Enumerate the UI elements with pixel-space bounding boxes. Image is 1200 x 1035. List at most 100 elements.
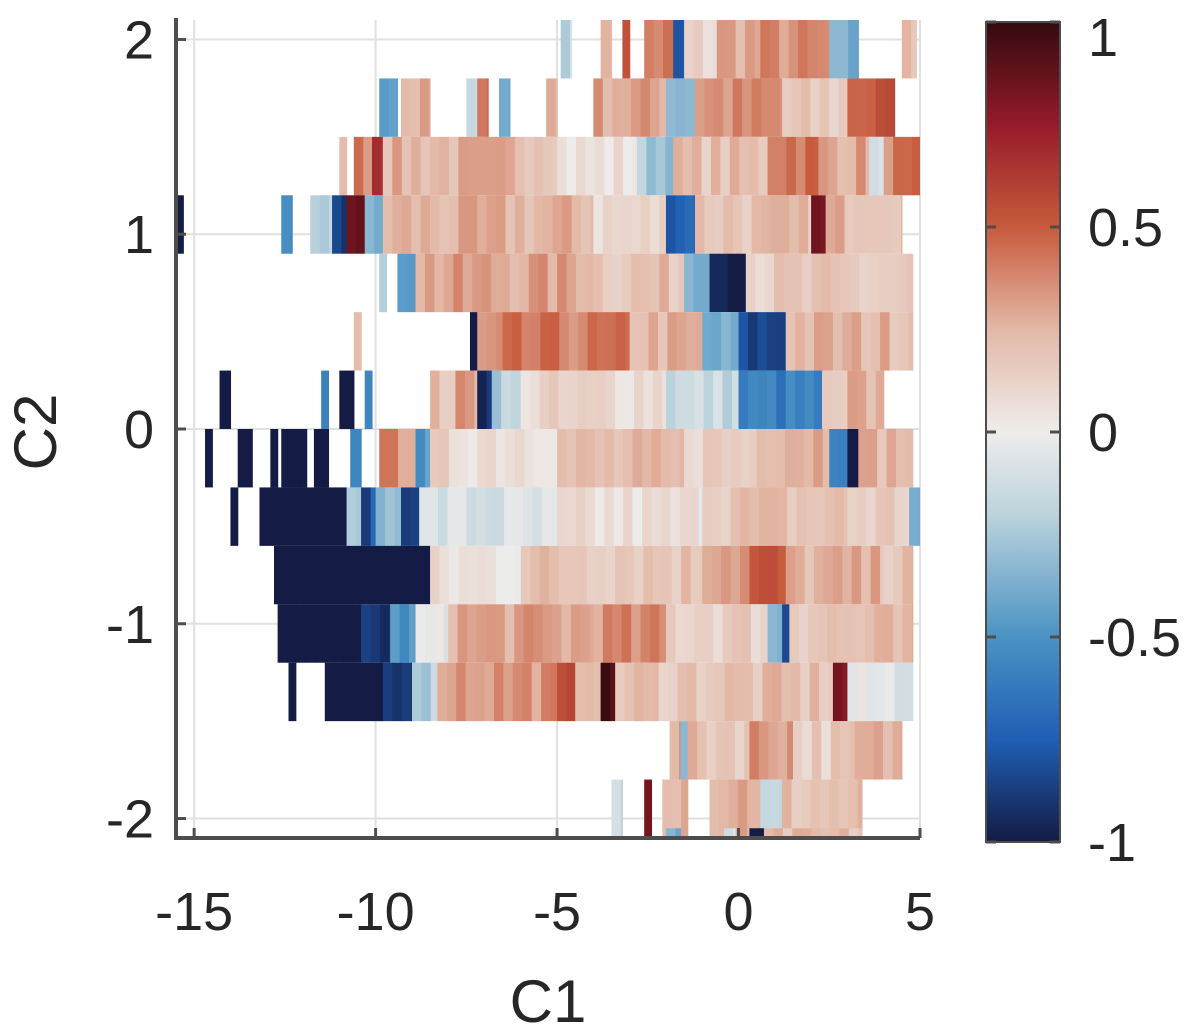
heatmap-cell (808, 604, 819, 663)
heatmap-cell (310, 195, 321, 254)
heatmap-cell (789, 604, 800, 663)
heatmap-cell (756, 429, 767, 488)
heatmap-cell (660, 429, 671, 488)
heatmap-cell (782, 604, 790, 663)
heatmap-cell (639, 312, 650, 371)
heatmap-cell (415, 604, 426, 663)
heatmap-cell (406, 545, 417, 605)
heatmap-cell (500, 253, 511, 313)
heatmap-cell (319, 195, 330, 254)
heatmap-cell (767, 604, 778, 663)
x-tick-label: 5 (905, 882, 935, 942)
heatmap-cell (514, 136, 526, 196)
heatmap-cell (732, 78, 743, 137)
heatmap-cell (430, 195, 441, 254)
heatmap-cell (875, 662, 886, 722)
y-axis-label: C2 (2, 394, 69, 471)
heatmap-cell (865, 136, 870, 196)
heatmap-cell (594, 662, 602, 722)
heatmap-cell (504, 487, 515, 546)
y-tick-label: -2 (106, 790, 154, 850)
heatmap-cell (477, 136, 488, 196)
heatmap-cell (568, 312, 579, 371)
heatmap-cell (621, 253, 632, 313)
colorbar-tick-label: 0 (1088, 403, 1118, 463)
heatmap-cell (230, 487, 239, 546)
heatmap-cell (777, 136, 788, 196)
heatmap-cell (847, 429, 858, 488)
heatmap-cell (434, 253, 445, 313)
heatmap-cell (684, 429, 695, 488)
heatmap-cell (777, 487, 788, 546)
heatmap-cell (615, 545, 626, 605)
heatmap-cell (324, 604, 335, 663)
heatmap-cell (659, 253, 670, 313)
heatmap-cell (575, 136, 586, 196)
heatmap-cell (339, 136, 348, 196)
heatmap-cell (731, 429, 742, 488)
heatmap-cell (475, 662, 486, 722)
heatmap-cell (678, 253, 685, 313)
heatmap-cell (725, 721, 736, 780)
heatmap-cell (710, 136, 721, 196)
heatmap-cell (538, 253, 549, 313)
heatmap-cell (835, 195, 846, 254)
heatmap-cell (419, 78, 430, 137)
heatmap-cell (297, 487, 308, 546)
heatmap-cell (798, 604, 809, 663)
heatmap-cell (415, 429, 426, 488)
heatmap-cell (762, 662, 773, 722)
heatmap-cell (456, 487, 467, 546)
heatmap-cell (769, 20, 780, 79)
heatmap-cell (665, 604, 676, 663)
heatmap-cell (692, 136, 703, 196)
heatmap-cell (562, 195, 573, 254)
y-tick-label: 2 (124, 10, 154, 70)
heatmap-cell (662, 545, 673, 605)
heatmap-cell (453, 253, 464, 313)
heatmap-cell (837, 136, 848, 196)
heatmap-cell (401, 487, 412, 546)
heatmap-cell (379, 429, 390, 488)
heatmap-cell (768, 545, 779, 605)
heatmap-cell (687, 721, 698, 780)
heatmap-cell (803, 429, 814, 488)
heatmap-cell (665, 828, 676, 838)
heatmap-cell (358, 545, 369, 605)
heatmap-cell (496, 312, 504, 371)
x-tick-label: -5 (533, 882, 581, 942)
x-axis-label: C1 (510, 968, 587, 1035)
heatmap-cell (681, 545, 692, 605)
heatmap-cell (767, 136, 778, 196)
heatmap-cell (652, 370, 663, 429)
heatmap-cell (741, 604, 752, 663)
x-tick-label: -15 (155, 882, 233, 942)
heatmap-cell (547, 253, 558, 313)
heatmap-cell (893, 604, 904, 663)
heatmap-cell (389, 604, 391, 663)
heatmap-cell (324, 662, 335, 722)
heatmap-cell (749, 721, 760, 780)
heatmap-cell (477, 545, 488, 605)
heatmap-cell (851, 312, 862, 371)
heatmap-cell (392, 136, 403, 196)
heatmap-cell (385, 487, 396, 546)
heatmap-cell (631, 78, 642, 137)
heatmap-cell (467, 604, 478, 663)
heatmap-cell (643, 545, 654, 605)
heatmap-cell (585, 429, 596, 488)
heatmap-cell (604, 429, 615, 488)
heatmap-cell (613, 487, 624, 546)
heatmap-cell (817, 604, 828, 663)
heatmap-cell (343, 604, 354, 663)
heatmap-cell (621, 78, 632, 137)
heatmap-cell (744, 721, 751, 780)
heatmap-cell (682, 136, 693, 196)
heatmap-cell (811, 195, 822, 254)
heatmap-cell (827, 136, 838, 196)
heatmap-cell (346, 487, 357, 546)
heatmap-cell (729, 136, 740, 196)
heatmap-cell (857, 20, 859, 79)
heatmap-cell (570, 604, 581, 663)
heatmap-cell (781, 662, 792, 722)
